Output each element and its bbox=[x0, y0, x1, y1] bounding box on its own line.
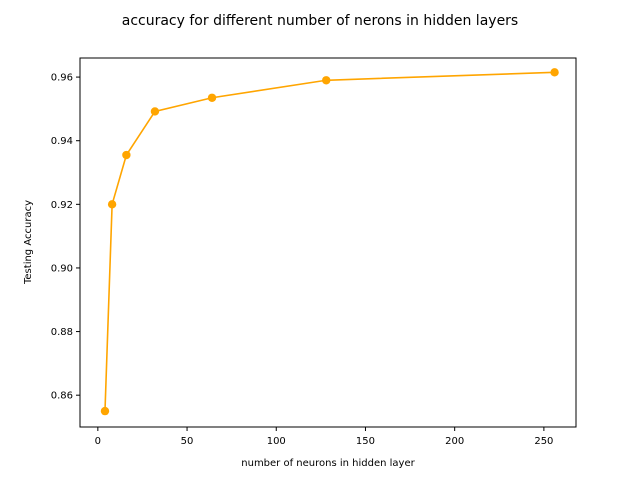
x-tick-label: 150 bbox=[356, 436, 375, 447]
y-tick-label: 0.94 bbox=[51, 136, 73, 147]
y-tick-label: 0.88 bbox=[51, 327, 73, 338]
x-tick-label: 0 bbox=[95, 436, 101, 447]
series-layer bbox=[100, 68, 559, 416]
x-axis-ticks: 0 50 100 150 200 250 bbox=[95, 427, 553, 447]
data-point bbox=[550, 68, 559, 77]
y-tick-label: 0.92 bbox=[51, 200, 73, 211]
data-point bbox=[100, 406, 110, 416]
x-tick-label: 100 bbox=[267, 436, 286, 447]
chart-title: accuracy for different number of nerons … bbox=[122, 13, 518, 29]
x-tick-label: 50 bbox=[181, 436, 194, 447]
y-tick-label: 0.96 bbox=[51, 73, 73, 84]
accuracy-series-line bbox=[104, 71, 555, 412]
data-point bbox=[322, 76, 331, 85]
y-tick-label: 0.86 bbox=[51, 391, 73, 402]
data-point bbox=[122, 150, 131, 160]
y-axis-label: Testing Accuracy bbox=[23, 200, 34, 285]
data-point bbox=[207, 93, 217, 102]
data-point bbox=[107, 200, 117, 209]
y-axis-ticks: 0.86 0.88 0.90 0.92 0.94 0.96 bbox=[51, 73, 80, 402]
x-tick-label: 200 bbox=[445, 436, 464, 447]
x-axis-label: number of neurons in hidden layer bbox=[241, 458, 415, 469]
y-tick-label: 0.90 bbox=[51, 263, 73, 274]
x-tick-label: 250 bbox=[534, 436, 553, 447]
plot-area-frame bbox=[79, 57, 577, 428]
data-point bbox=[150, 107, 160, 116]
